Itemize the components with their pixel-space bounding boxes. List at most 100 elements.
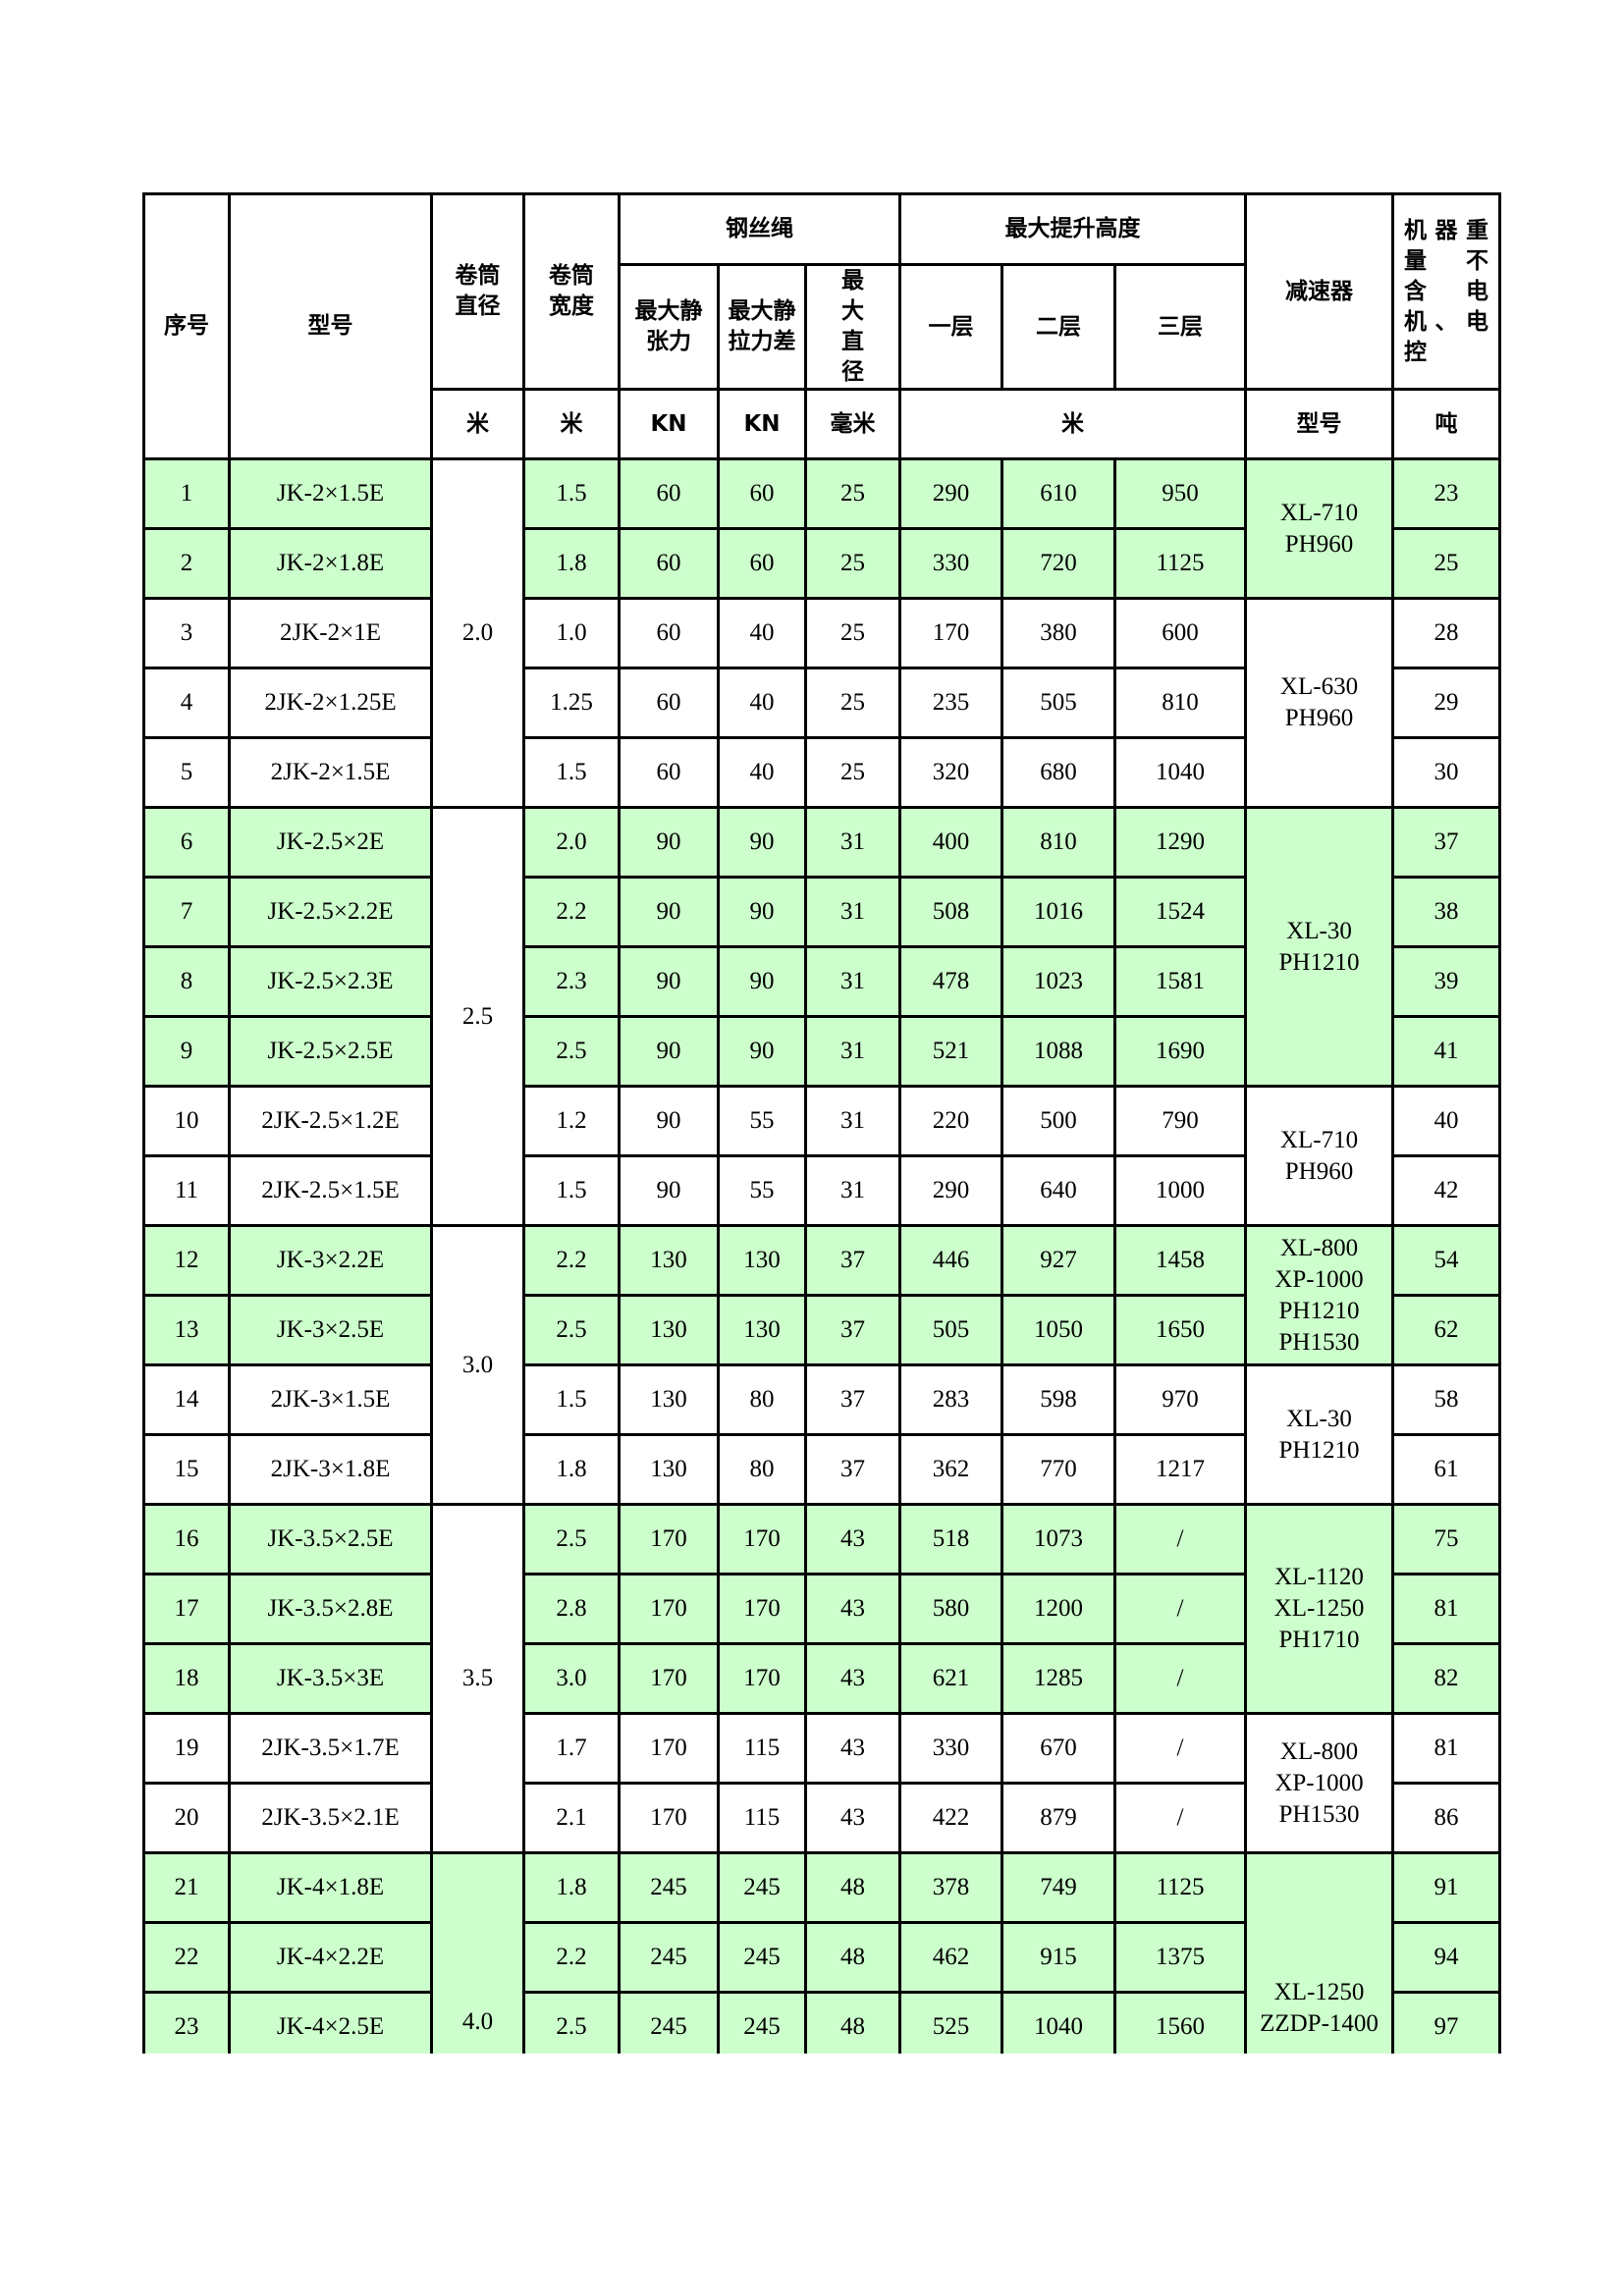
cell-model: 2JK-2.5×1.5E — [228, 1154, 433, 1227]
cell-reducer: XL-800 XP-1000 PH1530 — [1244, 1712, 1394, 1854]
cell-layer2: 1023 — [1001, 945, 1116, 1018]
cell-weight: 94 — [1391, 1921, 1501, 1994]
table-row: 21 JK-4×1.8E 4.0 1.8 245 245 48 378 749 1125 XL-12… — [142, 1851, 1501, 2054]
cell-max-static-tension: 60 — [618, 457, 720, 530]
reducer-value: XL-1250 ZZDP-1400 — [1260, 1979, 1379, 2037]
cell-max-static-tension: 60 — [618, 667, 720, 739]
cell-layer1: 508 — [898, 876, 1003, 948]
cell-max-diameter: 37 — [804, 1433, 901, 1506]
unit-diameter: 毫米 — [804, 388, 901, 460]
cell-layer1: 220 — [898, 1085, 1003, 1157]
cell-max-static-tension-diff: 130 — [717, 1294, 807, 1366]
unit-tension-diff: KN — [717, 388, 807, 460]
cell-max-static-tension: 245 — [618, 1991, 720, 2054]
header-drum-diameter: 卷筒直径 — [430, 192, 525, 391]
cell-weight: 82 — [1391, 1642, 1501, 1715]
cell-model: 2JK-3×1.5E — [228, 1363, 433, 1436]
cell-layer3: 1650 — [1113, 1294, 1247, 1366]
cell-drum-width: 1.25 — [522, 667, 621, 739]
cell-max-static-tension: 60 — [618, 527, 720, 600]
cell-layer1: 320 — [898, 736, 1003, 809]
cell-max-diameter: 37 — [804, 1294, 901, 1366]
cell-layer1: 462 — [898, 1921, 1003, 1994]
cell-layer3: 1125 — [1113, 527, 1247, 600]
cell-max-static-tension-diff: 170 — [717, 1503, 807, 1575]
cell-max-diameter: 43 — [804, 1782, 901, 1854]
table-row: 7 JK-2.5×2.2E 2.2 90 90 31 508 1016 1524 38 — [142, 876, 1501, 948]
table-row: 16 JK-3.5×2.5E 3.5 2.5 170 170 43 518 1073/XL-11… — [142, 1503, 1501, 1854]
cell-weight: 42 — [1391, 1154, 1501, 1227]
cell-reducer: XL-1250 ZZDP-1400 — [1244, 1851, 1394, 2054]
cell-layer2: 1050 — [1001, 1294, 1116, 1366]
cell-layer3: / — [1113, 1573, 1247, 1645]
cell-layer1: 330 — [898, 1712, 1003, 1785]
cell-weight: 91 — [1391, 1851, 1501, 1924]
cell-max-static-tension-diff: 90 — [717, 806, 807, 879]
header-layer3: 三层 — [1113, 263, 1247, 391]
cell-drum-width: 2.0 — [522, 806, 621, 879]
cell-layer1: 290 — [898, 457, 1003, 530]
cell-seq: 8 — [142, 945, 231, 1018]
cell-seq: 13 — [142, 1294, 231, 1366]
cell-model: 2JK-2×1.25E — [228, 667, 433, 739]
cell-max-static-tension: 130 — [618, 1363, 720, 1436]
cell-reducer: XL-630 PH960 — [1244, 597, 1394, 809]
cell-seq: 18 — [142, 1642, 231, 1715]
cell-layer3: 970 — [1113, 1363, 1247, 1436]
cell-max-static-tension-diff: 40 — [717, 597, 807, 669]
cell-max-static-tension-diff: 55 — [717, 1154, 807, 1227]
cell-layer2: 1073 — [1001, 1503, 1116, 1575]
cell-layer2: 380 — [1001, 597, 1116, 669]
cell-max-static-tension-diff: 60 — [717, 527, 807, 600]
cell-drum-diameter: 3.5 — [430, 1503, 525, 1854]
cell-max-diameter: 25 — [804, 667, 901, 739]
header-seq: 序号 — [142, 192, 231, 460]
cell-max-static-tension: 130 — [618, 1433, 720, 1506]
table-row: 22 JK-4×2.2E 2.2 245 245 48 462 915 1375 94 — [142, 1921, 1501, 1994]
cell-max-static-tension: 170 — [618, 1642, 720, 1715]
cell-max-static-tension-diff: 90 — [717, 876, 807, 948]
cell-weight: 58 — [1391, 1363, 1501, 1436]
cell-drum-diameter: 2.5 — [430, 806, 525, 1227]
cell-max-diameter: 31 — [804, 945, 901, 1018]
cell-seq: 2 — [142, 527, 231, 600]
header-layer1: 一层 — [898, 263, 1003, 391]
table-row: 20 2JK-3.5×2.1E 2.1 170 115 43 422 879/ 86 — [142, 1782, 1501, 1854]
cell-model: 2JK-2×1.5E — [228, 736, 433, 809]
cell-seq: 11 — [142, 1154, 231, 1227]
unit-tension: KN — [618, 388, 720, 460]
cell-max-static-tension: 170 — [618, 1712, 720, 1785]
cell-drum-width: 1.8 — [522, 1851, 621, 1924]
cell-layer2: 879 — [1001, 1782, 1116, 1854]
cell-weight: 40 — [1391, 1085, 1501, 1157]
cell-weight: 81 — [1391, 1573, 1501, 1645]
cell-seq: 23 — [142, 1991, 231, 2054]
cell-max-diameter: 25 — [804, 527, 901, 600]
cell-max-diameter: 43 — [804, 1642, 901, 1715]
cell-max-static-tension: 130 — [618, 1224, 720, 1297]
cell-max-diameter: 31 — [804, 876, 901, 948]
cell-layer3: 1000 — [1113, 1154, 1247, 1227]
cell-model: JK-4×1.8E — [228, 1851, 433, 1924]
cell-layer1: 283 — [898, 1363, 1003, 1436]
cell-layer2: 505 — [1001, 667, 1116, 739]
cell-reducer: XL-710 PH960 — [1244, 457, 1394, 600]
cell-weight: 81 — [1391, 1712, 1501, 1785]
cell-seq: 7 — [142, 876, 231, 948]
cell-max-diameter: 48 — [804, 1921, 901, 1994]
cell-layer3: / — [1113, 1712, 1247, 1785]
cell-layer3: 1560 — [1113, 1991, 1247, 2054]
cell-model: JK-2.5×2.3E — [228, 945, 433, 1018]
cell-layer3: 790 — [1113, 1085, 1247, 1157]
header-max-diameter: 最大直径 — [804, 263, 901, 391]
cell-max-diameter: 48 — [804, 1991, 901, 2054]
header-layer2: 二层 — [1001, 263, 1116, 391]
cell-layer1: 518 — [898, 1503, 1003, 1575]
cell-max-static-tension: 245 — [618, 1921, 720, 1994]
cell-layer3: 1690 — [1113, 1015, 1247, 1088]
table-row: 17 JK-3.5×2.8E 2.8 170 170 43 580 1200/81 — [142, 1573, 1501, 1645]
cell-model: 2JK-2×1E — [228, 597, 433, 669]
cell-max-diameter: 37 — [804, 1363, 901, 1436]
unit-lift: 米 — [898, 388, 1247, 460]
cell-weight: 30 — [1391, 736, 1501, 809]
